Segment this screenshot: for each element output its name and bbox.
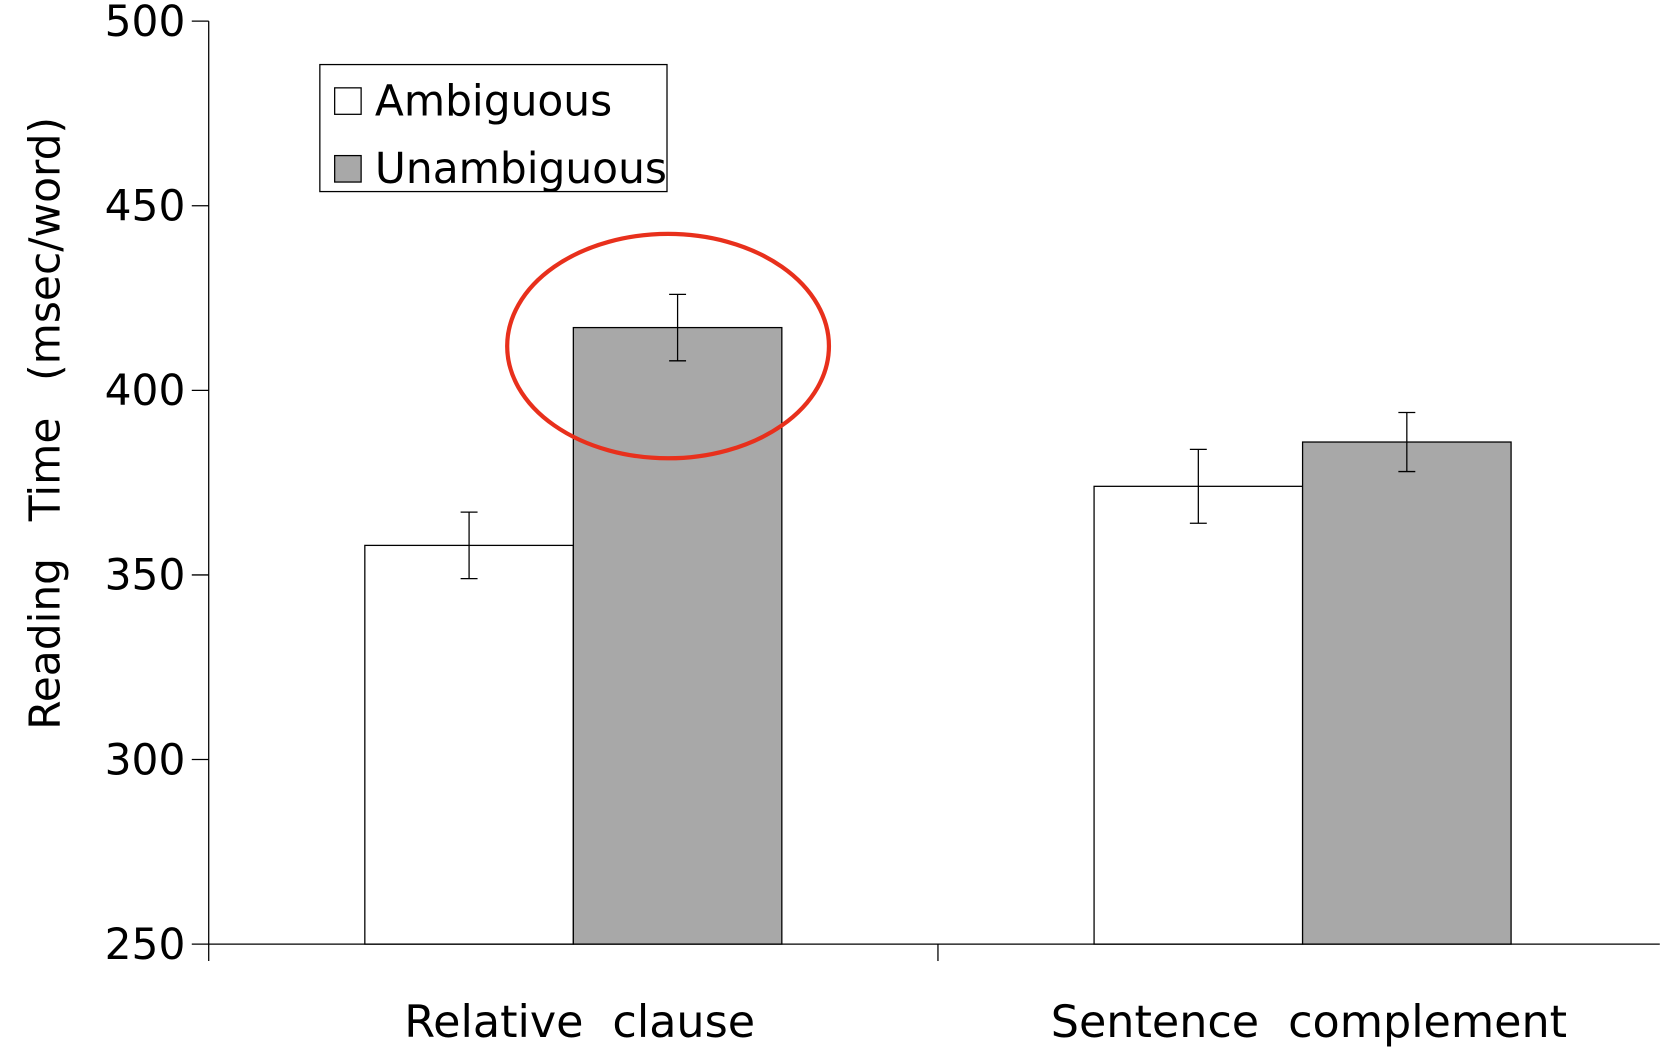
y-tick-label: 350 [105,551,186,600]
bar [1093,485,1304,945]
y-tick-label: 450 [105,182,186,231]
legend: Ambiguous Unambiguous [319,63,668,193]
legend-label: Ambiguous [375,76,612,125]
x-tick-label: Relative clause [404,997,755,1048]
legend-label: Unambiguous [375,144,667,193]
y-tick-label: 500 [105,0,186,46]
bar [572,326,783,945]
legend-swatch [334,87,362,115]
legend-box [319,63,668,193]
y-tick-label: 300 [105,735,186,784]
legend-swatch [334,154,362,183]
y-axis-label: Reading Time (msec/word) [20,117,69,730]
highlight-ellipse [505,231,832,461]
error-bar [460,511,478,580]
y-tick-label: 250 [105,920,186,969]
error-bar [1189,448,1207,524]
x-tick-label: Sentence complement [1051,997,1567,1048]
bar [1301,441,1512,945]
error-bar [1398,411,1416,473]
bar [364,544,574,945]
error-bar [669,293,687,362]
y-tick-label: 400 [105,366,186,415]
